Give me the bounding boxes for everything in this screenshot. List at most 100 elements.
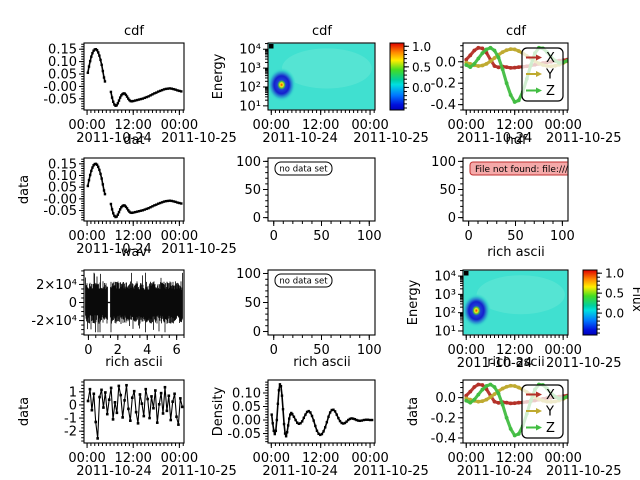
plot-area[interactable] [462, 379, 569, 444]
y-axis-label: Density [211, 386, 226, 436]
y-tick-label: 10² [434, 306, 456, 321]
legend: XYZ [521, 47, 564, 102]
x-tick-label: 12:00 [496, 343, 533, 358]
plot-content [268, 43, 375, 110]
y-tick-label: -0.05 [43, 92, 77, 107]
x-date-label: 2011-10-25 [353, 464, 429, 479]
colorbar-axis-label: Flux [630, 287, 640, 312]
x-tick-label: 00:00 [447, 343, 484, 358]
legend-arrow-icon [536, 87, 542, 94]
y-tick-label: -0.00 [43, 80, 77, 95]
plot-title: rich ascii [293, 355, 351, 370]
legend-arrow-icon [536, 71, 542, 77]
x-tick-label: 2 [114, 343, 122, 358]
series-markers [109, 199, 183, 219]
series-markers [109, 87, 183, 107]
x-tick-label: 12:00 [114, 229, 151, 244]
x-tick-label: 0 [270, 343, 278, 358]
series-markers [86, 48, 107, 83]
x-tick-label: 4 [143, 343, 151, 358]
plot-title: hdf [505, 133, 527, 148]
x-tick-label: 00:00 [161, 451, 198, 466]
plot-title: rich ascii [487, 245, 545, 260]
y-tick-label: 10⁴ [239, 43, 261, 58]
y-axis-label: data [17, 175, 32, 204]
y-tick-label: 2×10⁴ [36, 278, 77, 293]
x-date-label: 2011-10-25 [161, 464, 237, 479]
plot-area[interactable] [267, 379, 376, 444]
plot-area[interactable] [462, 42, 569, 111]
axes [79, 270, 185, 340]
spectrogram-blob [463, 293, 491, 328]
x-date-label: 2011-10-24 [76, 464, 152, 479]
y-tick-label: 10⁴ [434, 270, 456, 285]
x-date-label: 2011-10-25 [161, 242, 237, 257]
plot-area[interactable] [462, 269, 569, 336]
plot-area[interactable] [83, 379, 185, 444]
series-waveform [85, 272, 183, 333]
x-date-label: 2011-10-25 [353, 131, 429, 146]
plot-area[interactable] [83, 269, 185, 336]
y-tick-label: 0.0 [435, 55, 456, 70]
y-tick-label: 0.0 [435, 391, 456, 406]
y-axis-label: Energy [406, 279, 421, 325]
y-axis-label: Energy [211, 53, 226, 99]
plot-area[interactable] [267, 157, 376, 222]
x-tick-label: 6 [173, 343, 181, 358]
legend-arrow-icon [536, 424, 542, 431]
legend-arrow-icon [536, 54, 542, 61]
series-markers [86, 383, 184, 440]
plot-area[interactable] [83, 157, 185, 222]
plot-area[interactable] [267, 42, 376, 111]
colorbar-tick-label: 0.0 [412, 81, 431, 95]
x-tick-label: 100 [357, 343, 382, 358]
y-tick-label: -0.00 [43, 192, 77, 207]
colorbar-tick-label: 0.5 [412, 60, 431, 74]
y-tick-label: -2 [64, 425, 77, 440]
y-tick-label: -0.2 [431, 77, 456, 92]
y-tick-label: 50 [244, 296, 261, 311]
x-date-label: 2011-10-24 [457, 131, 533, 146]
legend-label: X [546, 51, 555, 66]
x-tick-label: 00:00 [544, 343, 581, 358]
legend-arrow-icon [536, 408, 542, 414]
series-black-line [270, 383, 374, 438]
plot-area[interactable] [83, 42, 185, 111]
x-tick-label: 00:00 [351, 118, 388, 133]
y-tick-label: 0.10 [232, 386, 261, 401]
plot-title: rich ascii [487, 355, 545, 370]
colorbar[interactable]: 1.0 0.5 0.0 [389, 40, 431, 111]
colorbar-tick-label: 1.0 [412, 40, 431, 54]
colorbar-tick-label: 0.5 [605, 287, 624, 301]
spectrogram-wisp [476, 275, 565, 315]
y-tick-label: -1 [64, 412, 77, 427]
colorbar[interactable]: 1.0 0.5 0.0 Flux [582, 267, 640, 336]
axes [458, 45, 568, 115]
y-tick-label: 1 [69, 385, 77, 400]
plot-area[interactable] [462, 157, 569, 222]
y-tick-label: 100 [431, 155, 456, 170]
x-date-label: 2011-10-24 [262, 464, 338, 479]
y-tick-label: 10³ [239, 62, 261, 77]
x-date-label: 2011-10-24 [76, 242, 152, 257]
plot-area[interactable] [267, 269, 376, 336]
y-tick-label: 0.10 [48, 55, 77, 70]
x-tick-label: 12:00 [302, 118, 339, 133]
x-date-label: 2011-10-24 [457, 356, 533, 371]
x-date-label: 2011-10-24 [457, 464, 533, 479]
legend-label: Z [546, 421, 555, 436]
y-tick-label: 100 [236, 267, 261, 282]
x-tick-label: 00:00 [253, 451, 290, 466]
data-artifact [464, 271, 469, 276]
colorbar-tick-label: 1.0 [605, 267, 624, 281]
x-tick-label: 00:00 [161, 229, 198, 244]
y-tick-label: 0.05 [48, 181, 77, 196]
series-black-line [86, 48, 183, 107]
plot-title: dat [123, 133, 145, 148]
